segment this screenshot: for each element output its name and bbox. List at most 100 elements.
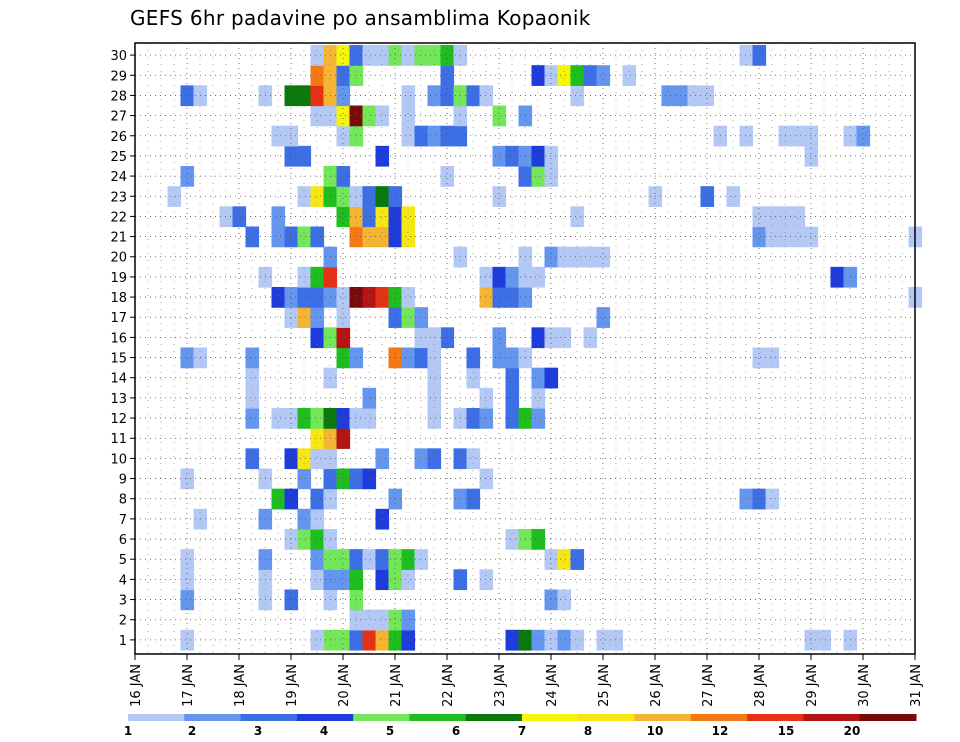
colorbar-segment xyxy=(184,714,242,721)
colorbar-segment xyxy=(353,714,410,721)
heatmap-cell xyxy=(310,428,325,449)
heatmap-cell xyxy=(375,609,390,631)
heatmap-cell xyxy=(557,589,572,611)
x-tick-label: 28 JAN xyxy=(753,664,768,707)
heatmap-cell xyxy=(284,488,299,510)
heatmap-cell xyxy=(297,448,312,470)
heatmap-cell xyxy=(284,226,299,248)
heatmap-cell xyxy=(336,327,351,349)
heatmap-cell xyxy=(297,186,312,207)
heatmap-cell xyxy=(505,286,520,308)
heatmap-cell xyxy=(336,286,351,308)
heatmap-cell xyxy=(349,206,364,228)
colorbar-segment xyxy=(859,714,917,721)
heatmap-cell xyxy=(414,125,429,147)
heatmap-cell xyxy=(349,286,364,308)
y-tick-label: 3 xyxy=(119,594,127,609)
heatmap-cell xyxy=(349,569,364,591)
heatmap-cell xyxy=(492,105,507,127)
heatmap-cell xyxy=(336,85,351,107)
y-tick-label: 24 xyxy=(110,170,127,185)
heatmap-cell xyxy=(791,226,806,248)
heatmap-cell xyxy=(336,549,351,570)
heatmap-cell xyxy=(310,286,325,308)
heatmap-cell xyxy=(375,145,390,167)
y-tick-label: 4 xyxy=(119,573,127,588)
heatmap-cell xyxy=(310,105,325,127)
heatmap-cell xyxy=(427,367,442,389)
heatmap-cell xyxy=(479,407,494,429)
heatmap-cell xyxy=(466,407,481,429)
heatmap-cell xyxy=(362,286,377,308)
heatmap-cell xyxy=(544,65,559,86)
y-tick-label: 25 xyxy=(110,150,127,165)
colorbar-segment xyxy=(803,714,861,721)
heatmap-cell xyxy=(557,629,572,651)
heatmap-cell xyxy=(245,407,260,429)
heatmap-cell xyxy=(440,45,455,66)
colorbar-label: 20 xyxy=(844,724,861,738)
heatmap-cell xyxy=(375,226,390,248)
heatmap-cell xyxy=(362,226,377,248)
heatmap-cell xyxy=(375,629,390,651)
heatmap-cell xyxy=(297,85,312,107)
heatmap-cell xyxy=(401,609,416,631)
heatmap-cell xyxy=(349,45,364,66)
colorbar-label: 1 xyxy=(124,724,132,738)
x-tick-label: 29 JAN xyxy=(805,664,820,707)
heatmap-cell xyxy=(544,327,559,349)
heatmap-cell xyxy=(401,206,416,228)
heatmap-cell xyxy=(336,45,351,66)
heatmap-cell xyxy=(284,307,299,328)
y-tick-label: 7 xyxy=(119,513,127,528)
y-tick-label: 23 xyxy=(110,190,127,205)
y-tick-label: 5 xyxy=(119,553,127,568)
heatmap-cell xyxy=(401,105,416,127)
colorbar-segment xyxy=(522,714,579,721)
chart-title: GEFS 6hr padavine po ansamblima Kopaonik xyxy=(130,6,591,30)
heatmap-cell xyxy=(297,266,312,288)
heatmap-cell xyxy=(362,549,377,570)
heatmap-cell xyxy=(401,569,416,591)
heatmap-cell xyxy=(284,85,299,107)
heatmap-cell xyxy=(245,448,260,470)
heatmap-cell xyxy=(375,549,390,570)
heatmap-cell xyxy=(310,448,325,470)
heatmap-cell xyxy=(804,145,819,167)
colorbar-label: 3 xyxy=(254,724,262,738)
colorbar-label: 10 xyxy=(647,724,664,738)
heatmap-cell xyxy=(505,145,520,167)
heatmap-cell xyxy=(349,226,364,248)
y-tick-label: 22 xyxy=(110,210,127,225)
heatmap-cell xyxy=(401,226,416,248)
heatmap-cell xyxy=(531,629,546,651)
heatmap-cell xyxy=(336,166,351,187)
heatmap-cell xyxy=(349,468,364,490)
colorbar-segment xyxy=(465,714,523,721)
x-tick-label: 20 JAN xyxy=(337,664,352,707)
heatmap-cell xyxy=(817,629,832,651)
x-tick-label: 24 JAN xyxy=(545,664,560,707)
heatmap-cell xyxy=(765,226,780,248)
heatmap-cell xyxy=(752,226,767,248)
heatmap-cell xyxy=(414,549,429,570)
heatmap-cell xyxy=(440,327,455,349)
heatmap-cell xyxy=(427,387,442,409)
heatmap-cell xyxy=(336,347,351,369)
heatmap-cell xyxy=(440,85,455,107)
y-tick-label: 14 xyxy=(110,372,127,387)
heatmap-cell xyxy=(349,186,364,207)
x-tick-label: 23 JAN xyxy=(493,664,508,707)
x-tick-label: 18 JAN xyxy=(233,664,248,707)
heatmap-cell xyxy=(557,65,572,86)
heatmap-cell xyxy=(492,286,507,308)
heatmap-cell xyxy=(427,85,442,107)
colorbar-segment xyxy=(634,714,692,721)
colorbar-label: 4 xyxy=(320,724,328,738)
heatmap-cell xyxy=(765,488,780,510)
heatmap-cell xyxy=(544,589,559,611)
colorbar-label: 5 xyxy=(386,724,394,738)
heatmap-cell xyxy=(739,125,754,147)
heatmap-cell xyxy=(362,105,377,127)
heatmap-cell xyxy=(726,186,741,207)
